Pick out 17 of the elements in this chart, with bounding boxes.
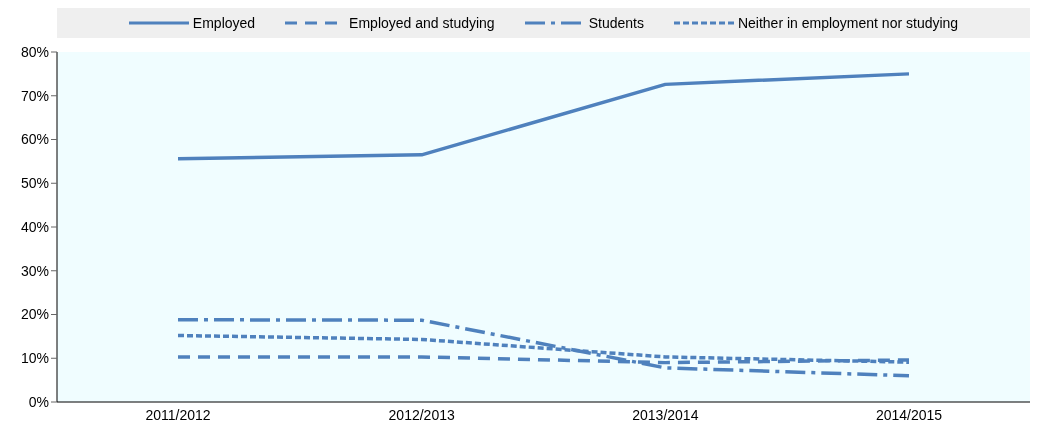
legend-label: Employed [192,15,256,31]
x-tick-label: 2012/2013 [388,406,455,423]
y-tick-label: 50% [20,175,49,192]
y-tick-label: 60% [20,131,49,148]
y-tick-label: 10% [20,350,49,367]
legend-label: Neither in employment nor studying [737,15,959,31]
x-tick-label: 2011/2012 [145,406,211,423]
y-tick-label: 30% [20,262,49,279]
legend-label: Employed and studying [349,15,495,31]
y-tick-label: 20% [20,306,49,323]
y-tick-label: 0% [28,393,49,410]
legend-label: Students [588,15,644,31]
y-tick-label: 70% [20,87,49,104]
x-tick-label: 2014/2015 [875,406,943,423]
y-tick-label: 40% [20,218,49,235]
y-tick-label: 80% [20,43,49,60]
x-tick-label: 2013/2014 [632,406,699,423]
